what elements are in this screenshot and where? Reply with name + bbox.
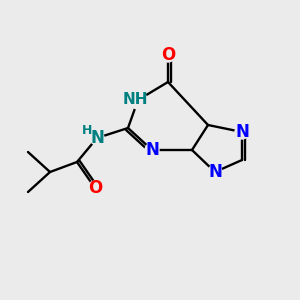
Text: N: N [208, 163, 222, 181]
Circle shape [129, 91, 147, 109]
Text: N: N [235, 123, 249, 141]
Circle shape [88, 181, 102, 195]
Circle shape [235, 125, 249, 139]
Text: O: O [88, 179, 102, 197]
Text: O: O [161, 46, 175, 64]
Text: N: N [90, 129, 104, 147]
Text: NH: NH [122, 92, 148, 107]
Circle shape [161, 48, 175, 62]
Circle shape [145, 143, 159, 157]
Text: N: N [145, 141, 159, 159]
Text: H: H [82, 124, 92, 136]
Circle shape [208, 165, 222, 179]
Circle shape [90, 131, 104, 145]
